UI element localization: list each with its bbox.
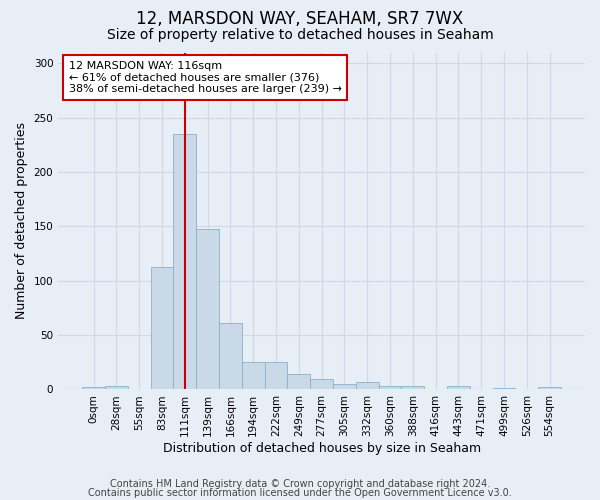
Text: 12, MARSDON WAY, SEAHAM, SR7 7WX: 12, MARSDON WAY, SEAHAM, SR7 7WX	[136, 10, 464, 28]
Bar	[493, 388, 515, 390]
Bar	[310, 378, 333, 390]
Y-axis label: Number of detached properties: Number of detached properties	[15, 122, 28, 320]
Bar	[265, 362, 287, 390]
Bar	[287, 374, 310, 390]
Text: 12 MARSDON WAY: 116sqm
← 61% of detached houses are smaller (376)
38% of semi-de: 12 MARSDON WAY: 116sqm ← 61% of detached…	[69, 61, 342, 94]
Bar	[196, 228, 219, 390]
Text: Contains HM Land Registry data © Crown copyright and database right 2024.: Contains HM Land Registry data © Crown c…	[110, 479, 490, 489]
Bar	[151, 266, 173, 390]
Bar	[356, 382, 379, 390]
Bar	[333, 384, 356, 390]
Bar	[538, 388, 561, 390]
Bar	[105, 386, 128, 390]
Bar	[82, 388, 105, 390]
Bar	[447, 386, 470, 390]
Text: Size of property relative to detached houses in Seaham: Size of property relative to detached ho…	[107, 28, 493, 42]
Bar	[219, 323, 242, 390]
Bar	[242, 362, 265, 390]
Bar	[173, 134, 196, 390]
Bar	[379, 386, 401, 390]
X-axis label: Distribution of detached houses by size in Seaham: Distribution of detached houses by size …	[163, 442, 481, 455]
Text: Contains public sector information licensed under the Open Government Licence v3: Contains public sector information licen…	[88, 488, 512, 498]
Bar	[401, 386, 424, 390]
